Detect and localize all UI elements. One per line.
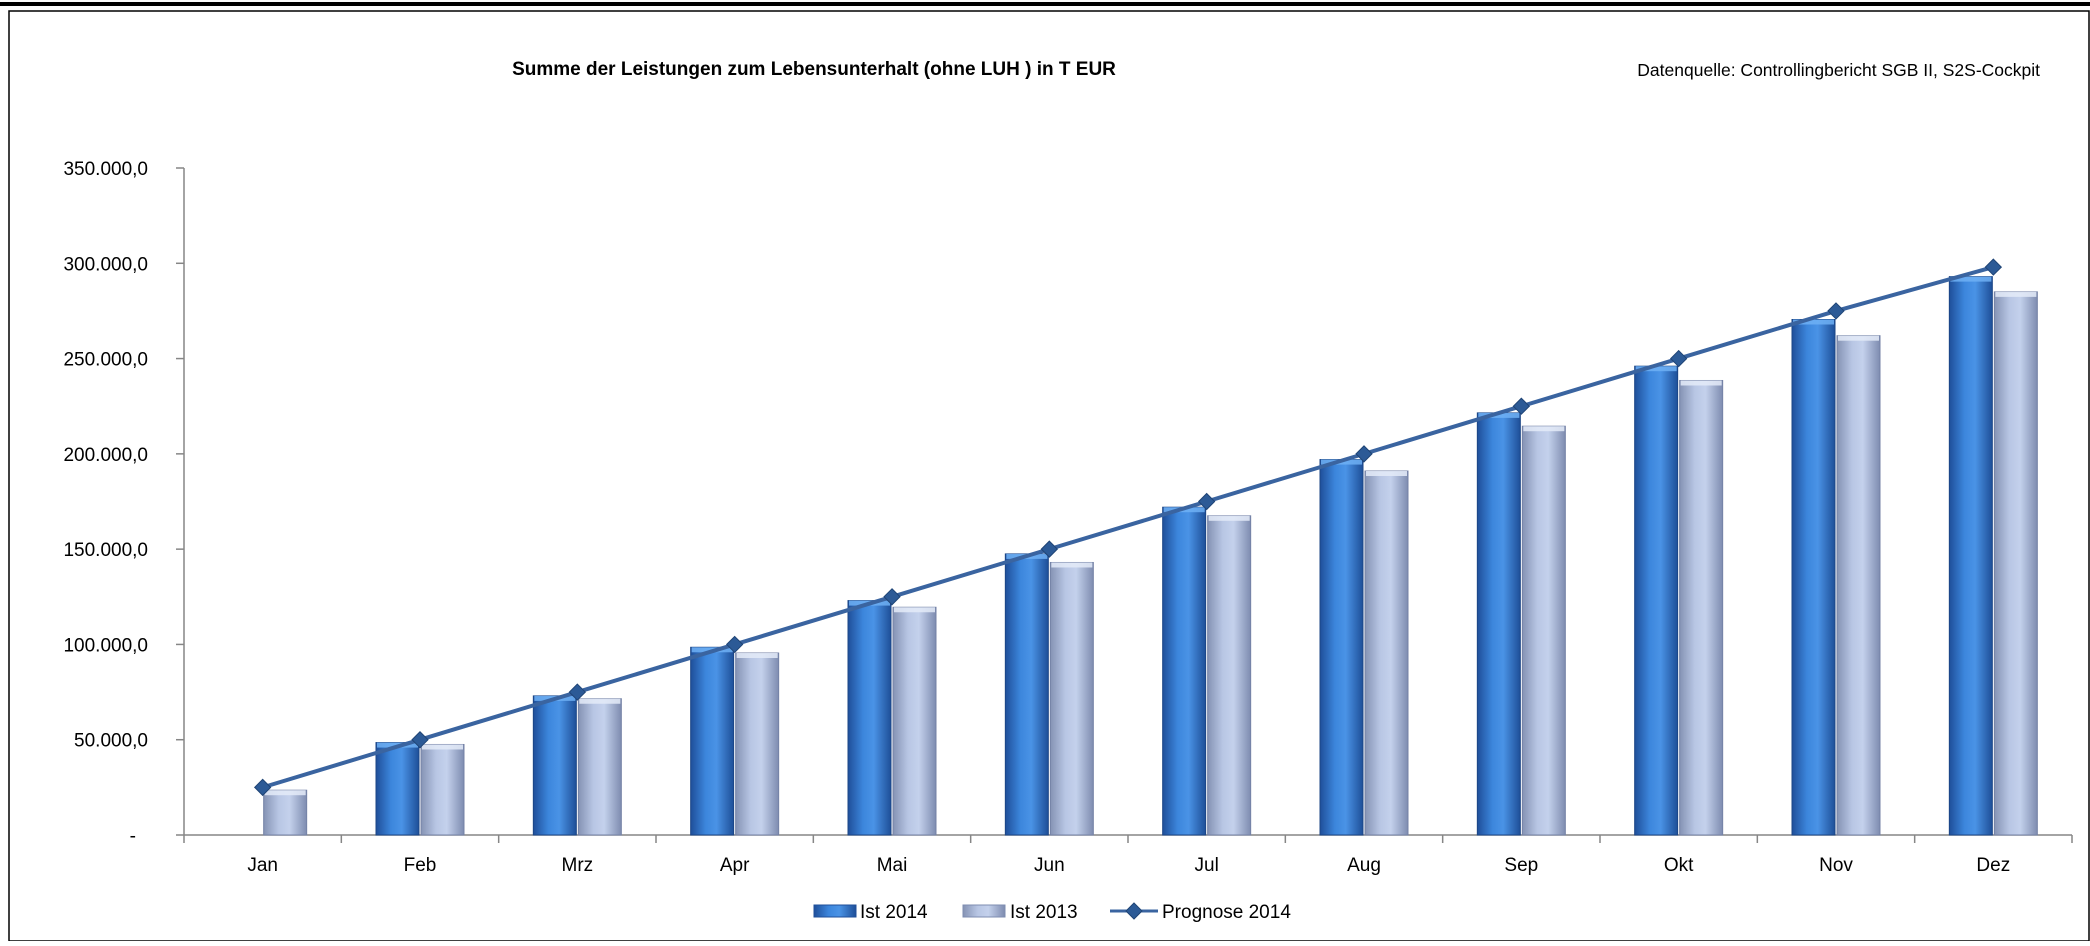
bar-ist-2013-jul: [1207, 515, 1252, 836]
legend-label-prognose-2014: Prognose 2014: [1162, 902, 1291, 923]
prognose-2014-point-mai: [883, 588, 901, 606]
bar-cap-ist-2014: [1793, 319, 1834, 325]
bar-ist-2013-mrz: [577, 698, 622, 836]
bar-ist-2014-feb: [375, 742, 420, 836]
bar-ist-2014-dez: [1948, 276, 1993, 836]
x-tick-label: Jan: [247, 855, 278, 876]
y-tick-label: 250.000,0: [63, 350, 148, 371]
bar-cap-ist-2013: [1995, 291, 2037, 297]
y-axis-ticks: - 50.000,0 100.000,0 150.000,0 200.000,0 250.…: [63, 159, 184, 847]
legend-label-ist-2013: Ist 2013: [1010, 902, 1078, 923]
bar-ist-2013-sep: [1521, 425, 1566, 836]
bar-cap-ist-2013: [1051, 562, 1093, 568]
prognose-2014-point-aug: [1355, 445, 1373, 463]
prognose-2014-point-jan: [253, 778, 272, 797]
x-tick-label: Okt: [1664, 855, 1694, 876]
y-tick-label: 350.000,0: [63, 159, 148, 180]
bars: [263, 276, 2038, 836]
x-tick-label: Mai: [877, 855, 908, 876]
bar-cap-ist-2013: [736, 653, 778, 659]
x-axis-ticks: Jan Feb Mrz Apr Mai Jun Jul Aug Sep Okt Nov Dez: [183, 835, 2073, 876]
x-tick-label: Jul: [1195, 855, 1219, 876]
y-tick-label: 300.000,0: [63, 254, 148, 275]
bar-ist-2014-apr: [690, 646, 735, 836]
bar-ist-2013-jun: [1049, 561, 1094, 836]
prognose-2014-point-jun: [1040, 540, 1059, 558]
legend-label-ist-2014: Ist 2014: [860, 902, 928, 923]
bar-cap-ist-2013: [1523, 426, 1565, 432]
y-tick-label: 200.000,0: [63, 445, 148, 466]
chart-title: Summe der Leistungen zum Lebensunterhalt…: [512, 59, 1116, 80]
bar-ist-2014-nov: [1791, 319, 1836, 836]
x-tick-label: Nov: [1819, 855, 1853, 876]
bar-ist-2014-okt: [1634, 365, 1679, 836]
bar-cap-ist-2013: [1208, 515, 1250, 521]
chart-frame: [8, 10, 2090, 942]
y-tick-label: 50.000,0: [74, 731, 148, 752]
x-tick-label: Dez: [1976, 855, 2010, 876]
bar-cap-ist-2013: [894, 607, 935, 613]
y-tick-label: 100.000,0: [63, 635, 148, 656]
y-tick-label: 150.000,0: [63, 540, 148, 561]
bar-cap-ist-2013: [264, 790, 306, 796]
legend-marker-prognose-2014: [1125, 902, 1143, 920]
prognose-2014-point-dez: [1984, 258, 2003, 276]
x-tick-label: Mrz: [562, 855, 594, 876]
bar-ist-2013-jan: [263, 789, 308, 836]
bar-cap-ist-2013: [422, 744, 463, 750]
prognose-2014-point-okt: [1669, 349, 1688, 368]
bar-ist-2013-feb: [420, 743, 465, 836]
prognose-2014-point-jul: [1197, 492, 1216, 511]
prognose-2014-point-apr: [725, 635, 744, 654]
bar-cap-ist-2014: [1635, 366, 1677, 372]
prognose-2014-point-nov: [1827, 302, 1845, 320]
x-tick-label: Feb: [404, 855, 437, 876]
source-note: Datenquelle: Controllingbericht SGB II, …: [1637, 60, 2040, 80]
prognose-2014-point-mrz: [568, 683, 587, 701]
legend-swatch-ist-2014: [813, 904, 857, 918]
bar-ist-2014-jul: [1162, 506, 1207, 836]
legend-swatch-ist-2013: [962, 904, 1006, 918]
legend: Ist 2014 Ist 2013 Prognose 2014: [813, 902, 1291, 923]
bar-ist-2014-sep: [1476, 412, 1521, 836]
bar-ist-2014-mrz: [532, 695, 577, 836]
bar-ist-2013-dez: [1993, 291, 2038, 836]
x-tick-label: Aug: [1347, 855, 1381, 876]
bar-cap-ist-2014: [1478, 412, 1520, 418]
bar-ist-2014-mai: [847, 600, 892, 836]
bar-ist-2014-jun: [1004, 553, 1049, 836]
prognose-line: [253, 258, 2003, 797]
bar-ist-2013-aug: [1364, 470, 1409, 836]
bar-cap-ist-2013: [579, 698, 621, 704]
bar-cap-ist-2014: [1950, 276, 1992, 282]
bar-ist-2013-apr: [735, 652, 780, 836]
prognose-2014-point-feb: [411, 731, 429, 749]
bar-ist-2013-mai: [892, 606, 937, 836]
bar-cap-ist-2013: [1366, 471, 1407, 477]
bar-cap-ist-2013: [1680, 380, 1722, 386]
x-tick-label: Sep: [1504, 855, 1538, 876]
bar-ist-2013-okt: [1679, 379, 1724, 836]
prognose-2014-line: [262, 265, 1994, 790]
prognose-2014-point-sep: [1512, 397, 1531, 415]
y-tick-label: -: [130, 826, 136, 847]
bar-ist-2014-aug: [1319, 459, 1364, 836]
x-tick-label: Apr: [720, 855, 750, 876]
bar-cap-ist-2013: [1838, 335, 1879, 341]
bar-ist-2013-nov: [1836, 335, 1881, 836]
x-tick-label: Jun: [1034, 855, 1065, 876]
